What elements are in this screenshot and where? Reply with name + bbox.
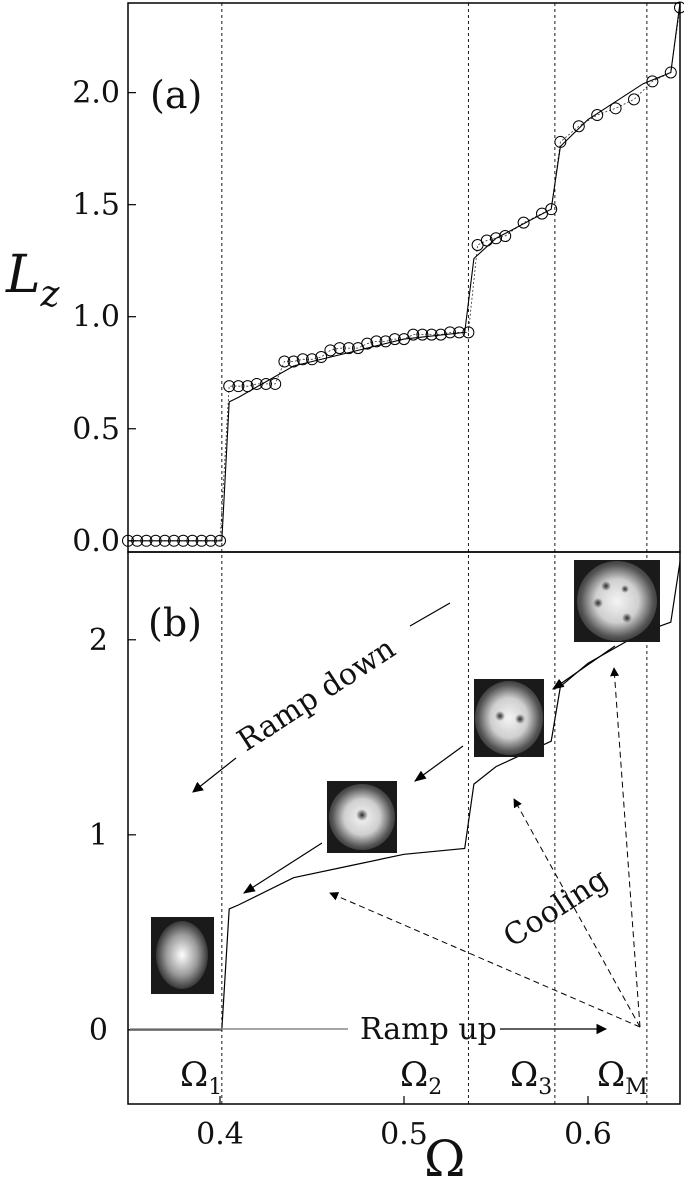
vertical-guide-lines <box>221 3 648 1104</box>
b-ytick-label-0: 0 <box>89 1013 108 1048</box>
a-point-3 <box>149 534 162 547</box>
cooling-arrow-1 <box>329 892 641 1028</box>
cooling-arrow-2 <box>513 798 641 1028</box>
a-point-5 <box>168 534 180 547</box>
a-point-39 <box>480 234 493 247</box>
panel-a-points <box>122 1 684 547</box>
a-point-45 <box>554 135 567 148</box>
omega-m-label: ΩM <box>597 1055 648 1100</box>
a-point-0 <box>122 534 134 547</box>
ramp-down-arrows <box>192 602 616 894</box>
b-ytick-label-2: 2 <box>89 623 108 658</box>
axis-ticks: 0.0 0.5 1.0 1.5 2.0 0 1 2 0.4 0.5 0.6 <box>72 76 612 1152</box>
a-point-48 <box>609 102 622 115</box>
a-point-44 <box>545 203 558 216</box>
a-point-31 <box>407 328 420 341</box>
ramp-down-guide-line <box>409 602 451 627</box>
a-point-16 <box>269 377 282 390</box>
a-point-29 <box>388 333 401 346</box>
a-curve <box>128 2 681 542</box>
ramp-down-arrow-1 <box>242 842 323 894</box>
a-point-33 <box>425 328 438 341</box>
a-point-11 <box>223 380 236 393</box>
a-point-7 <box>186 534 199 547</box>
y-axis-label-sub: z <box>40 274 61 315</box>
a-point-46 <box>572 120 585 133</box>
a-point-26 <box>361 337 374 350</box>
a-point-17 <box>278 355 291 368</box>
a-point-22 <box>324 344 337 357</box>
a-ytick-label-0: 0.0 <box>72 524 120 559</box>
a-point-10 <box>214 534 226 547</box>
a-point-40 <box>490 232 502 245</box>
a-point-42 <box>517 216 530 229</box>
ramp-down-arrow-3 <box>552 645 616 690</box>
panel-a-frame <box>127 2 681 553</box>
a-point-2 <box>140 534 153 547</box>
a-point-21 <box>315 351 328 364</box>
a-ytick-label-3: 1.5 <box>72 188 120 223</box>
cooling-label: Cooling <box>497 862 614 955</box>
a-point-34 <box>434 328 447 341</box>
panel-b-label: (b) <box>148 601 202 645</box>
a-point-47 <box>591 109 604 122</box>
a-point-19 <box>296 353 309 366</box>
a-point-12 <box>232 380 245 393</box>
a-point-14 <box>250 377 263 390</box>
a-ytick-label-2: 1.0 <box>72 300 120 335</box>
cooling-arrow-3 <box>610 667 641 1028</box>
a-point-18 <box>287 355 300 368</box>
b-xtick-label-0: 0.4 <box>196 1117 244 1152</box>
a-point-1 <box>131 534 144 547</box>
a-point-13 <box>241 380 254 393</box>
a-point-24 <box>342 342 355 355</box>
a-point-50 <box>646 75 659 88</box>
omega-3-label: Ω3 <box>510 1055 552 1100</box>
density-inset-3 <box>474 679 544 757</box>
ramp-down-label: Ramp down <box>231 631 402 759</box>
b-ytick-label-1: 1 <box>89 818 108 853</box>
a-point-8 <box>195 534 208 547</box>
a-point-9 <box>204 534 217 547</box>
a-point-27 <box>370 335 383 348</box>
cooling-arrows <box>329 667 641 1028</box>
x-axis-label: Ω <box>424 1130 465 1185</box>
a-point-6 <box>177 534 190 547</box>
a-points-connector <box>128 7 681 542</box>
a-point-32 <box>416 328 429 341</box>
b-curve <box>128 561 681 1031</box>
density-inset-2 <box>327 781 397 853</box>
b-xtick-label-1: 0.5 <box>380 1117 428 1152</box>
a-point-28 <box>379 335 392 348</box>
ramp-up-label: Ramp up <box>360 1012 497 1047</box>
a-point-4 <box>158 534 171 547</box>
density-inset-4 <box>574 560 660 642</box>
omega-1-label: Ω1 <box>180 1055 222 1100</box>
a-point-35 <box>444 326 456 339</box>
omega-2-label: Ω2 <box>400 1055 442 1100</box>
density-inset-1 <box>151 917 214 994</box>
a-point-37 <box>462 326 475 339</box>
ramp-down-arrow-2 <box>414 745 464 782</box>
panel-a-series <box>128 2 681 542</box>
a-point-41 <box>499 230 512 243</box>
b-xtick-label-2: 0.6 <box>564 1117 612 1152</box>
a-point-52 <box>674 1 684 14</box>
y-axis-label-main: L <box>5 245 41 305</box>
a-ytick-label-1: 0.5 <box>72 412 120 447</box>
panel-a-label: (a) <box>150 73 202 117</box>
a-point-23 <box>333 342 346 355</box>
a-point-20 <box>306 353 318 366</box>
panel-b-series <box>128 561 681 1031</box>
y-axis-label: Lz <box>5 245 61 315</box>
a-point-36 <box>453 326 466 339</box>
a-point-15 <box>260 377 272 390</box>
a-point-51 <box>664 66 677 79</box>
ramp-down-guide-arrow <box>192 757 237 793</box>
a-point-49 <box>628 93 640 106</box>
a-ytick-label-4: 2.0 <box>72 76 120 111</box>
